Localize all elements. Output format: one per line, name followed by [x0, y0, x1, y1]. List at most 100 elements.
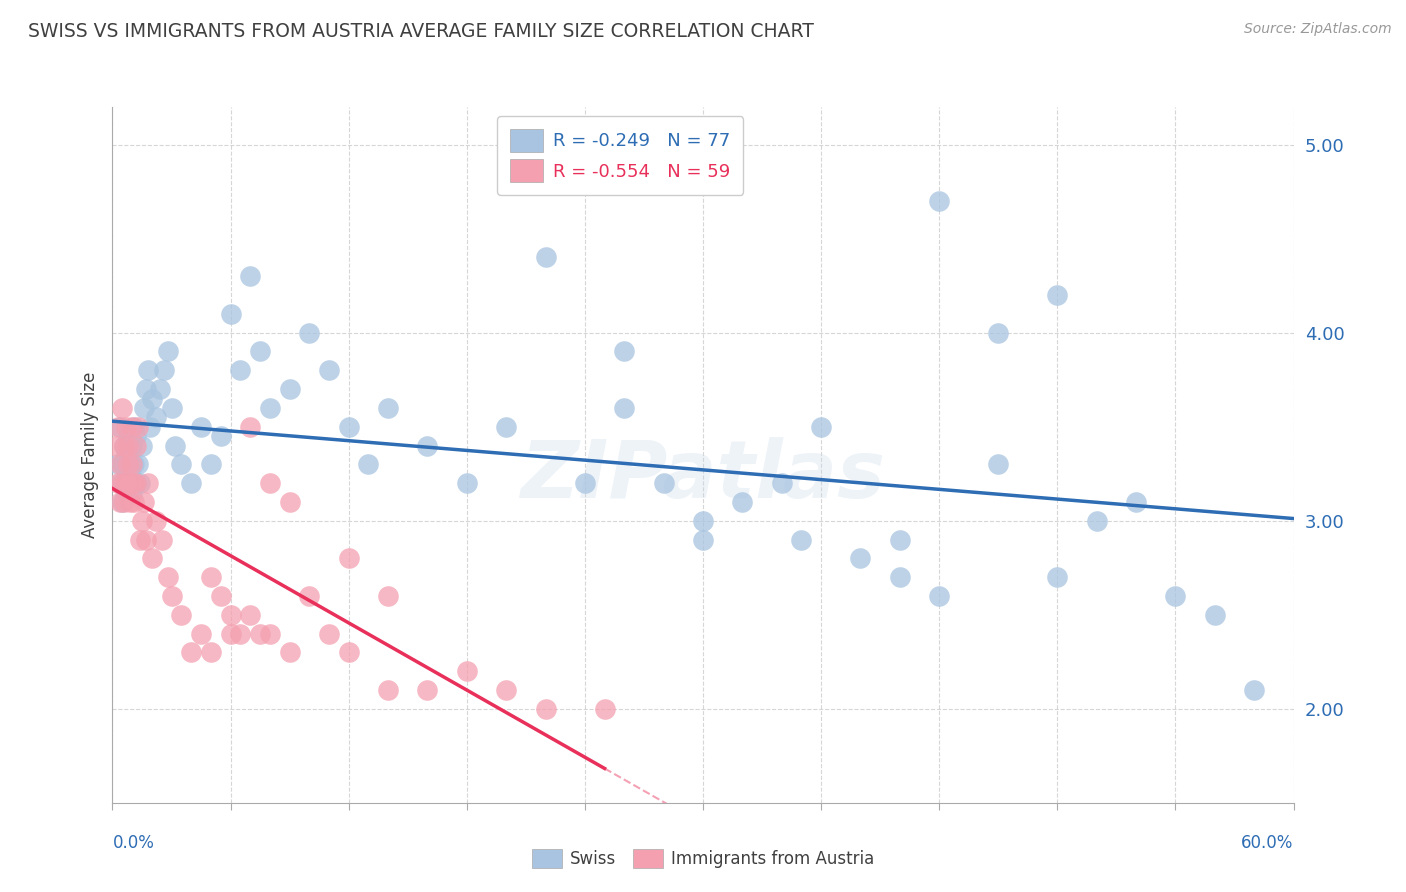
Point [150, 533, 173, 547]
Point [987, 458, 1010, 472]
Point [613, 401, 636, 415]
Point [613, 344, 636, 359]
Point [117, 458, 139, 472]
Point [156, 344, 179, 359]
Point [416, 438, 439, 452]
Text: 0.0%: 0.0% [112, 834, 155, 852]
Point [337, 551, 360, 566]
Point [112, 438, 135, 452]
Point [107, 476, 129, 491]
Point [652, 476, 675, 491]
Point [121, 458, 143, 472]
Point [259, 626, 281, 640]
Point [190, 419, 212, 434]
Point [416, 683, 439, 698]
Point [129, 476, 152, 491]
Point [120, 458, 142, 472]
Point [121, 485, 143, 500]
Point [122, 476, 145, 491]
Point [229, 363, 252, 377]
Point [219, 307, 242, 321]
Point [180, 476, 202, 491]
Point [112, 438, 135, 452]
Point [115, 476, 138, 491]
Point [928, 194, 950, 208]
Point [110, 476, 132, 491]
Point [790, 533, 813, 547]
Point [239, 607, 262, 622]
Point [132, 401, 155, 415]
Point [209, 429, 232, 443]
Point [456, 476, 478, 491]
Point [136, 476, 159, 491]
Point [125, 476, 148, 491]
Text: 60.0%: 60.0% [1241, 834, 1294, 852]
Point [278, 645, 301, 659]
Point [115, 448, 138, 462]
Point [1046, 570, 1069, 584]
Point [115, 485, 138, 500]
Point [190, 626, 212, 640]
Point [160, 401, 183, 415]
Point [1125, 495, 1147, 509]
Point [200, 570, 222, 584]
Point [1085, 514, 1108, 528]
Point [132, 495, 155, 509]
Point [987, 326, 1010, 340]
Point [249, 626, 271, 640]
Point [105, 438, 128, 452]
Point [534, 251, 557, 265]
Point [200, 645, 222, 659]
Point [156, 570, 179, 584]
Point [456, 664, 478, 678]
Point [298, 589, 321, 603]
Point [152, 363, 174, 377]
Point [377, 401, 399, 415]
Point [731, 495, 754, 509]
Point [149, 382, 172, 396]
Point [120, 467, 142, 481]
Point [928, 589, 950, 603]
Point [337, 645, 360, 659]
Point [121, 419, 143, 434]
Point [239, 269, 262, 284]
Legend: Swiss, Immigrants from Austria: Swiss, Immigrants from Austria [524, 842, 882, 875]
Point [120, 476, 142, 491]
Point [125, 429, 148, 443]
Point [170, 607, 193, 622]
Point [849, 551, 872, 566]
Point [117, 429, 139, 443]
Point [593, 702, 616, 716]
Point [318, 626, 340, 640]
Point [145, 410, 167, 425]
Point [1204, 607, 1226, 622]
Point [259, 401, 281, 415]
Point [107, 419, 129, 434]
Point [127, 458, 149, 472]
Point [115, 419, 138, 434]
Point [110, 495, 132, 509]
Text: SWISS VS IMMIGRANTS FROM AUSTRIA AVERAGE FAMILY SIZE CORRELATION CHART: SWISS VS IMMIGRANTS FROM AUSTRIA AVERAGE… [28, 22, 814, 41]
Point [259, 476, 281, 491]
Point [1164, 589, 1187, 603]
Point [889, 570, 911, 584]
Point [117, 438, 139, 452]
Point [125, 438, 148, 452]
Point [110, 458, 132, 472]
Point [229, 626, 252, 640]
Point [357, 458, 380, 472]
Point [160, 589, 183, 603]
Point [239, 419, 262, 434]
Point [131, 514, 153, 528]
Point [145, 514, 167, 528]
Point [117, 476, 139, 491]
Point [770, 476, 793, 491]
Point [889, 533, 911, 547]
Point [107, 458, 129, 472]
Point [127, 419, 149, 434]
Point [219, 607, 242, 622]
Point [125, 476, 148, 491]
Point [110, 419, 132, 434]
Point [111, 401, 134, 415]
Point [131, 438, 153, 452]
